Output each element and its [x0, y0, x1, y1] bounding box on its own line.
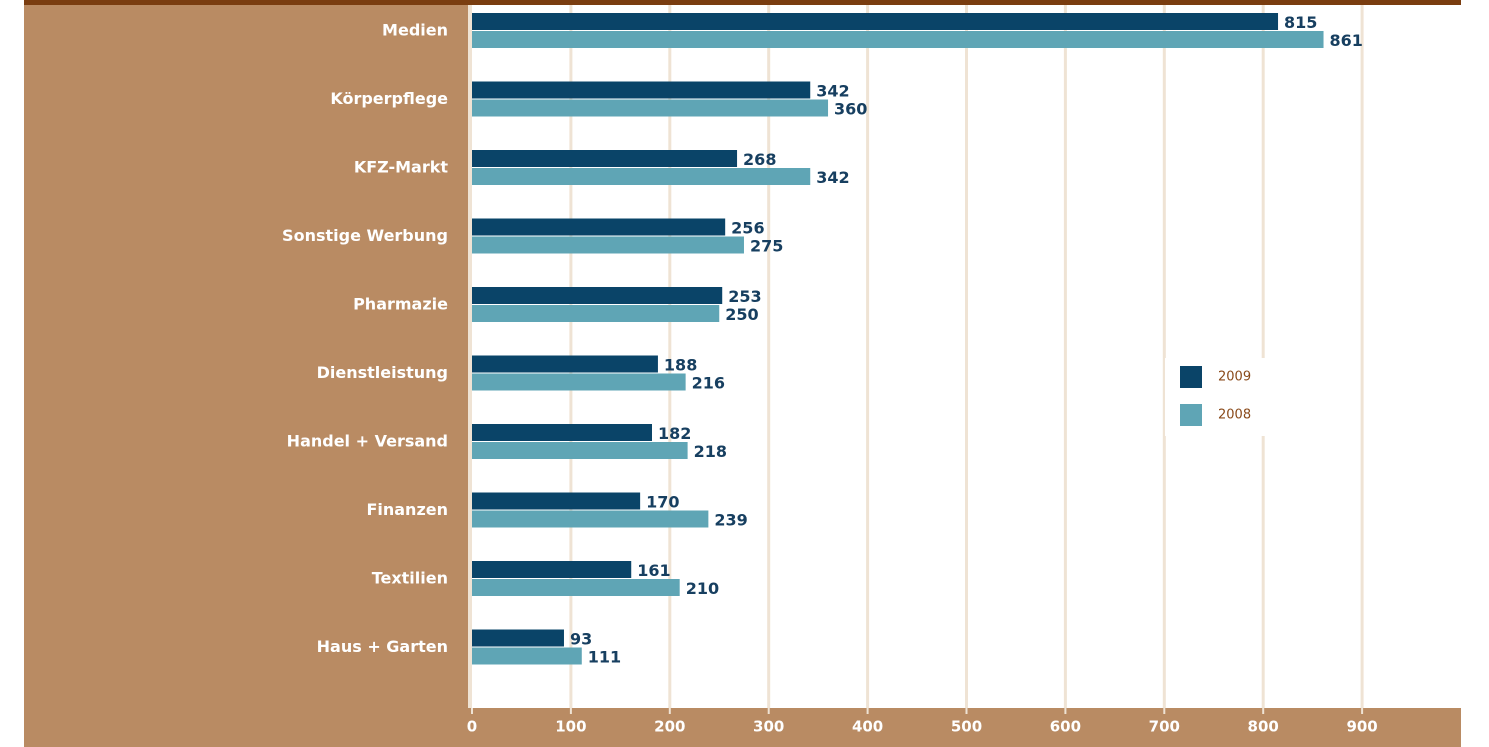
- value-label: 342: [816, 168, 849, 187]
- category-label: Textilien: [372, 569, 448, 588]
- x-tick-label: 700: [1149, 718, 1180, 736]
- legend-swatch: [1180, 404, 1202, 426]
- labels: 0 100 200 300 400 500 600 700 800 900 Medien 815 861…: [282, 13, 1378, 736]
- value-label: 170: [646, 493, 679, 512]
- category-label: Finanzen: [366, 500, 448, 519]
- legend-label: 2008: [1218, 408, 1251, 423]
- x-tick-label: 300: [753, 718, 784, 736]
- value-label: 161: [637, 561, 670, 580]
- value-label: 256: [731, 219, 764, 238]
- value-label: 268: [743, 150, 776, 169]
- x-tick-label: 600: [1050, 718, 1081, 736]
- legend-swatch: [1180, 366, 1202, 388]
- label-panel: [24, 0, 470, 747]
- bar: [472, 424, 652, 441]
- x-tick-label: 200: [654, 718, 685, 736]
- bar: [472, 561, 632, 578]
- legend-label: 2009: [1218, 370, 1251, 385]
- x-tick-label: 400: [852, 718, 883, 736]
- bar: [472, 13, 1279, 30]
- value-label: 218: [694, 442, 727, 461]
- bar: [472, 442, 688, 459]
- bar: [472, 81, 811, 99]
- value-label: 861: [1330, 31, 1363, 50]
- category-label: Dienstleistung: [317, 363, 448, 382]
- bar: [472, 305, 720, 322]
- value-label: 210: [686, 579, 719, 598]
- value-label: 360: [834, 100, 867, 119]
- value-label: 182: [658, 424, 691, 443]
- value-label: 239: [714, 511, 747, 530]
- category-label: KFZ-Markt: [354, 158, 449, 177]
- value-label: 253: [728, 287, 761, 306]
- value-label: 216: [692, 374, 725, 393]
- category-label: Körperpflege: [330, 89, 448, 108]
- bar: [472, 510, 709, 528]
- bar: [472, 629, 564, 647]
- bar: [472, 150, 738, 167]
- value-label: 93: [570, 630, 592, 649]
- bar: [472, 373, 686, 391]
- bar: [472, 579, 680, 596]
- value-label: 342: [816, 82, 849, 101]
- category-label: Haus + Garten: [317, 637, 448, 656]
- top-rule: [24, 0, 1461, 5]
- y-axis-line: [468, 5, 472, 708]
- bars: [472, 13, 1324, 665]
- axis-panel: [24, 708, 1461, 747]
- bar: [472, 492, 641, 510]
- bar: [472, 236, 744, 254]
- category-label: Pharmazie: [353, 295, 448, 314]
- x-tick-label: 500: [951, 718, 982, 736]
- bar: [472, 287, 723, 304]
- value-label: 815: [1284, 13, 1317, 32]
- category-label: Handel + Versand: [287, 432, 448, 451]
- value-label: 111: [588, 648, 621, 667]
- value-label: 275: [750, 237, 783, 256]
- value-label: 250: [725, 305, 758, 324]
- x-tick-label: 0: [467, 718, 477, 736]
- bar: [472, 355, 658, 373]
- bar: [472, 168, 811, 185]
- x-tick-label: 900: [1346, 718, 1377, 736]
- bar: [472, 218, 726, 236]
- x-tick-label: 800: [1248, 718, 1279, 736]
- x-tick-label: 100: [555, 718, 586, 736]
- bar: [472, 647, 582, 665]
- bar: [472, 99, 829, 117]
- bar: [472, 31, 1324, 48]
- category-label: Medien: [382, 21, 448, 40]
- value-label: 188: [664, 356, 697, 375]
- category-label: Sonstige Werbung: [282, 226, 448, 245]
